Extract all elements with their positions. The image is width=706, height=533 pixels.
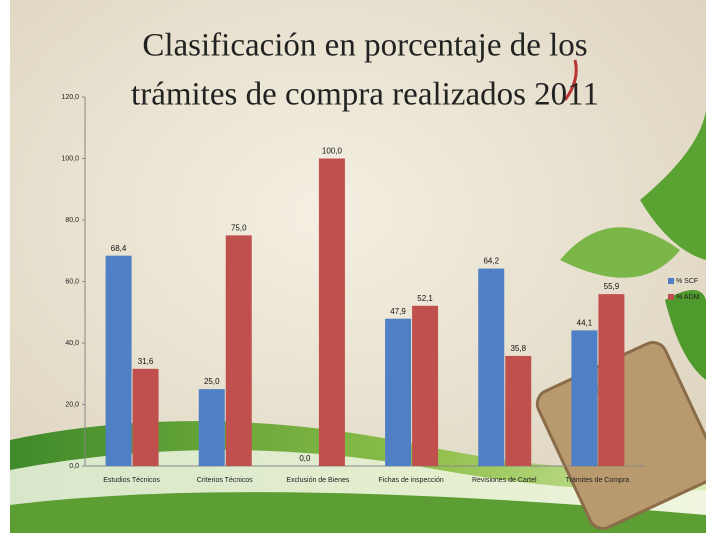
x-tick-label: Criterios Técnicos bbox=[197, 477, 253, 484]
bar bbox=[198, 389, 225, 466]
y-tick-label: 0,0 bbox=[69, 463, 79, 470]
value-label: 25,0 bbox=[204, 377, 220, 386]
x-tick-label: Trámites de Compra bbox=[566, 477, 630, 484]
bar bbox=[505, 355, 532, 466]
bar bbox=[478, 268, 505, 466]
bar bbox=[225, 235, 252, 466]
legend-swatch bbox=[668, 294, 674, 300]
y-tick-label: 80,0 bbox=[65, 217, 79, 224]
y-tick-label: 40,0 bbox=[65, 340, 79, 347]
bar bbox=[385, 318, 412, 466]
value-label: 35,8 bbox=[510, 344, 526, 353]
bar bbox=[132, 368, 159, 466]
value-label: 47,9 bbox=[390, 307, 406, 316]
leaf bbox=[665, 290, 706, 380]
value-label: 100,0 bbox=[322, 147, 343, 156]
value-label: 68,4 bbox=[111, 244, 127, 253]
x-tick-label: Fichas de inspección bbox=[378, 477, 443, 484]
bar bbox=[412, 305, 439, 466]
value-label: 75,0 bbox=[231, 223, 247, 232]
leaf bbox=[640, 110, 706, 260]
swoosh-base bbox=[10, 492, 706, 533]
leaf bbox=[560, 227, 680, 278]
value-label: 31,6 bbox=[138, 357, 154, 366]
legend-label: % ADM bbox=[676, 294, 700, 301]
legend-swatch bbox=[668, 278, 674, 284]
chart-title: Clasificación en porcentaje de los bbox=[142, 28, 587, 64]
legend-label: % SCF bbox=[676, 278, 698, 285]
bar bbox=[105, 255, 132, 466]
value-label: 44,1 bbox=[577, 319, 593, 328]
stem bbox=[563, 59, 578, 101]
y-tick-label: 20,0 bbox=[65, 401, 79, 408]
y-tick-label: 60,0 bbox=[65, 278, 79, 285]
x-tick-label: Revisiones de Cartel bbox=[472, 477, 537, 484]
y-tick-label: 120,0 bbox=[61, 94, 79, 101]
y-tick-label: 100,0 bbox=[61, 155, 79, 162]
chart-title: trámites de compra realizados 2011 bbox=[131, 77, 599, 113]
x-tick-label: Exclusión de Bienes bbox=[286, 477, 350, 484]
value-label: 64,2 bbox=[483, 257, 499, 266]
bar bbox=[318, 158, 345, 466]
bar bbox=[598, 294, 625, 466]
value-label: 0,0 bbox=[299, 454, 311, 463]
value-label: 52,1 bbox=[417, 294, 433, 303]
x-tick-label: Estudios Técnicos bbox=[103, 477, 160, 484]
bar bbox=[571, 330, 598, 466]
value-label: 55,9 bbox=[604, 282, 620, 291]
